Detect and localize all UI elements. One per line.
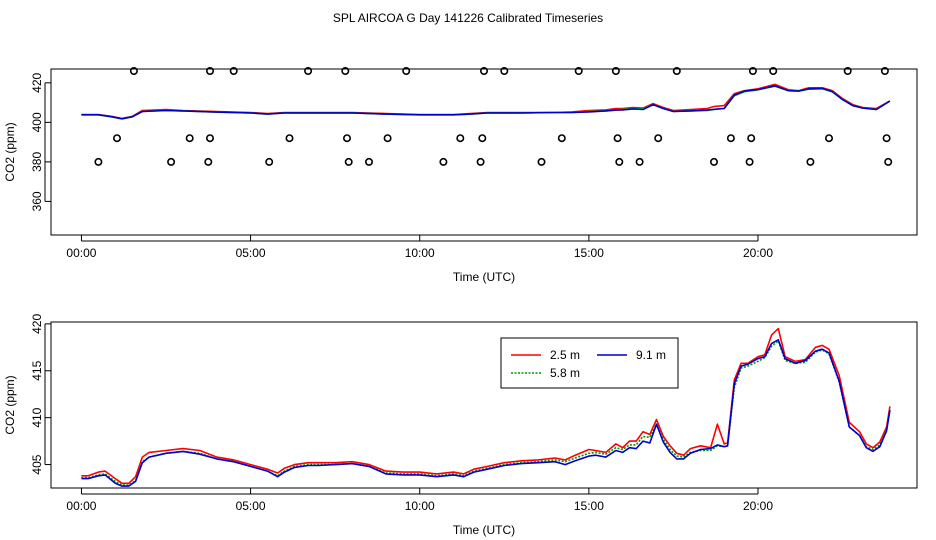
- top-sample-point: [206, 67, 215, 76]
- top-sample-point: [748, 67, 757, 76]
- top-sample-point: [615, 157, 624, 166]
- figure-title: SPL AIRCOA G Day 141226 Calibrated Times…: [333, 11, 603, 25]
- top-sample-point: [476, 157, 485, 166]
- top-sample-point: [304, 67, 313, 76]
- top-y-tick-label: 360: [30, 191, 44, 211]
- top-sample-point: [726, 134, 735, 143]
- top-sample-point: [364, 157, 373, 166]
- bottom-y-axis: 405 410 415 420: [30, 314, 51, 475]
- top-sample-point: [557, 134, 566, 143]
- bottom-series-line-2: [81, 339, 891, 487]
- top-x-tick-label: 10:00: [405, 246, 435, 260]
- bottom-plot-frame: [50, 321, 918, 489]
- top-sample-point: [383, 134, 392, 143]
- top-sample-point: [285, 134, 294, 143]
- legend-label-5-8m: 5.8 m: [550, 366, 580, 380]
- top-y-axis: 360 380 400 420: [30, 73, 51, 211]
- top-series-lines: [81, 83, 891, 120]
- top-sample-point: [342, 134, 351, 143]
- bottom-x-tick-label: 00:00: [66, 499, 96, 513]
- top-sample-point: [613, 134, 622, 143]
- top-sample-point: [747, 134, 756, 143]
- top-sample-point: [265, 157, 274, 166]
- top-sample-point: [635, 157, 644, 166]
- top-sample-point: [185, 134, 194, 143]
- bottom-chart-panel: 00:00 05:00 10:00 15:00 20:00 405 410 415 420 T…: [3, 314, 918, 537]
- top-sample-point: [167, 157, 176, 166]
- top-sample-point: [94, 157, 103, 166]
- top-y-tick-label: 400: [30, 112, 44, 132]
- top-x-axis: 00:00 05:00 10:00 15:00 20:00: [66, 235, 773, 260]
- top-sample-point: [478, 134, 487, 143]
- bottom-y-tick-label: 420: [30, 314, 44, 334]
- top-series-line-2: [81, 85, 891, 120]
- bottom-x-tick-label: 05:00: [236, 499, 266, 513]
- legend-label-2-5m: 2.5 m: [550, 348, 580, 362]
- bottom-y-tick-label: 415: [30, 360, 44, 380]
- bottom-x-axis: 00:00 05:00 10:00 15:00 20:00: [66, 488, 773, 513]
- top-sample-point: [500, 67, 509, 76]
- top-sample-point: [479, 67, 488, 76]
- top-sample-point: [880, 67, 889, 76]
- top-sample-point: [574, 67, 583, 76]
- top-sample-point: [843, 67, 852, 76]
- legend-label-9-1m: 9.1 m: [636, 348, 666, 362]
- top-sample-point: [341, 67, 350, 76]
- bottom-x-tick-label: 15:00: [574, 499, 604, 513]
- top-x-tick-label: 15:00: [574, 246, 604, 260]
- top-y-tick-label: 380: [30, 152, 44, 172]
- top-x-tick-label: 00:00: [66, 246, 96, 260]
- top-sample-point: [344, 157, 353, 166]
- bottom-x-tick-label: 10:00: [405, 499, 435, 513]
- bottom-x-tick-label: 20:00: [743, 499, 773, 513]
- top-sample-point: [129, 67, 138, 76]
- top-sample-point: [439, 157, 448, 166]
- top-sample-point: [824, 134, 833, 143]
- top-plot-frame: [50, 68, 918, 236]
- bottom-series-lines: [81, 327, 891, 487]
- top-sample-point: [229, 67, 238, 76]
- top-sample-point: [769, 67, 778, 76]
- top-y-tick-label: 420: [30, 73, 44, 93]
- top-sample-point: [882, 134, 891, 143]
- top-sample-point: [884, 157, 893, 166]
- legend-box: [500, 337, 679, 389]
- bottom-series-line-1: [81, 340, 891, 486]
- top-y-axis-label: CO2 (ppm): [3, 122, 17, 181]
- bottom-y-tick-label: 405: [30, 454, 44, 474]
- legend: 2.5 m 5.8 m 9.1 m: [500, 337, 679, 389]
- top-sample-point: [654, 134, 663, 143]
- bottom-y-tick-label: 410: [30, 407, 44, 427]
- bottom-series-line-0: [81, 327, 891, 485]
- top-sample-point: [611, 67, 620, 76]
- top-sample-points: [94, 67, 893, 166]
- bottom-y-axis-label: CO2 (ppm): [3, 375, 17, 434]
- top-sample-point: [672, 67, 681, 76]
- top-sample-point: [806, 157, 815, 166]
- top-sample-point: [745, 157, 754, 166]
- top-x-tick-label: 05:00: [236, 246, 266, 260]
- top-sample-point: [206, 134, 215, 143]
- top-x-axis-label: Time (UTC): [453, 270, 515, 284]
- bottom-x-axis-label: Time (UTC): [453, 523, 515, 537]
- top-chart-panel: 00:00 05:00 10:00 15:00 20:00 360 380 400 420 T…: [3, 67, 918, 284]
- top-x-tick-label: 20:00: [743, 246, 773, 260]
- top-sample-point: [113, 134, 122, 143]
- top-sample-point: [456, 134, 465, 143]
- top-sample-point: [537, 157, 546, 166]
- top-sample-point: [709, 157, 718, 166]
- top-sample-point: [204, 157, 213, 166]
- top-sample-point: [402, 67, 411, 76]
